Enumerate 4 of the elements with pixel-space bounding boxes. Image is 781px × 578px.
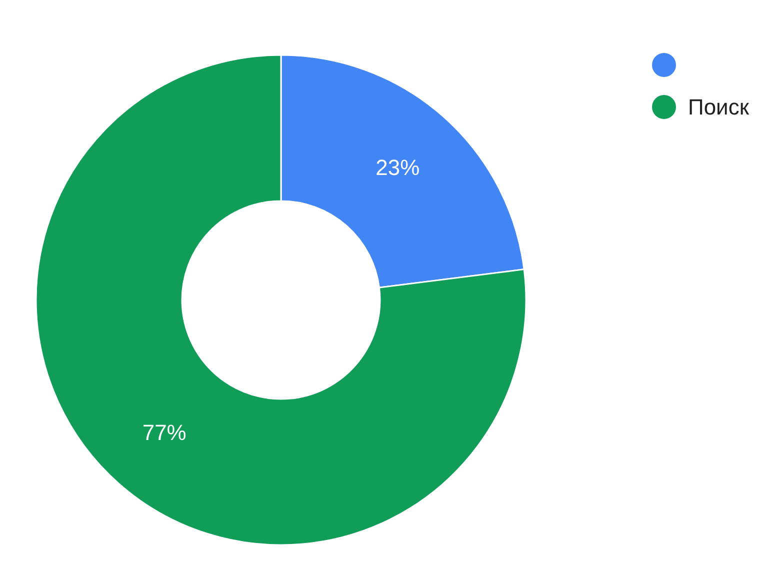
donut-slice	[35, 54, 527, 546]
legend-label: Поиск	[688, 94, 750, 120]
data-label: 23%	[376, 155, 420, 180]
data-label: 77%	[142, 420, 186, 445]
